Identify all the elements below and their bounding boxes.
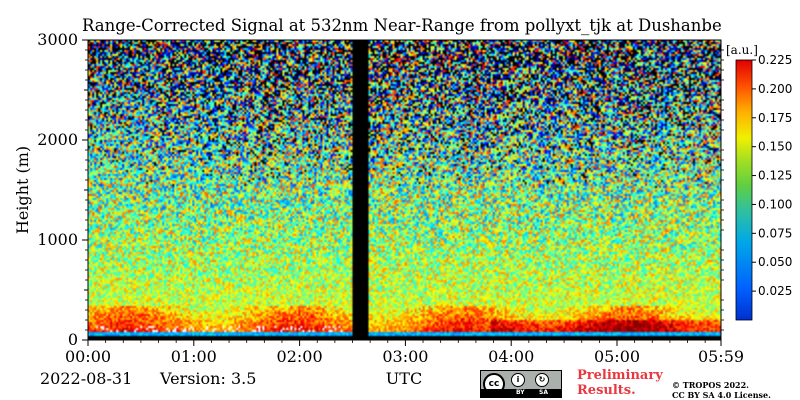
colorbar: [a.u.] 0.025 0.050 0.075 0.100 0.125 0.150 0.1… [726,43,792,321]
chart-title: Range-Corrected Signal at 532nm Near-Ran… [82,16,722,35]
preliminary-line1: Preliminary [577,368,663,383]
colorbar-tick-label: 0.100 [758,197,792,211]
copyright-note: © TROPOS 2022. CC BY SA 4.0 License. [672,380,771,400]
preliminary-note: Preliminary Results. [577,368,663,398]
footer-date: 2022-08-31 [40,369,133,388]
by-person-icon: i [511,373,525,387]
colorbar-gradient [735,59,753,321]
x-axis: 00:00 01:00 02:00 03:00 04:00 05:00 05:59 [65,340,744,366]
colorbar-tick-label: 0.075 [758,226,792,240]
y-tick-label: 2000 [37,130,78,149]
colorbar-tick-label: 0.025 [758,284,792,298]
y-tick-label: 1000 [37,230,78,249]
x-tick-label: 04:00 [488,347,534,366]
colorbar-tick-label: 0.150 [758,140,792,154]
badge-sa-label: SA [539,389,548,396]
colorbar-tick-label: 0.050 [758,255,792,269]
x-tick-label: 05:00 [594,347,640,366]
colorbar-tick-label: 0.175 [758,111,792,125]
badge-by-label: BY [516,389,525,396]
colorbar-tick-label: 0.225 [758,53,792,67]
sa-share-icon: ↻ [535,373,549,387]
footer-version: Version: 3.5 [160,369,257,388]
y-tick-label: 0 [68,330,78,349]
x-axis-label: UTC [386,369,422,388]
copyright-line2: CC BY SA 4.0 License. [672,390,771,400]
heatmap-image [88,40,721,340]
colorbar-label: [a.u.] [726,43,758,57]
x-tick-label: 00:00 [65,347,111,366]
x-tick-label: 03:00 [382,347,428,366]
copyright-line1: © TROPOS 2022. [672,380,749,390]
x-tick-label: 05:59 [698,347,744,366]
y-tick-label: 3000 [37,30,78,49]
x-tick-label: 02:00 [277,347,323,366]
y-axis: 0 1000 2000 3000 [37,30,724,349]
badge-bar [481,389,561,397]
preliminary-line2: Results. [577,383,636,398]
y-axis-label: Height (m) [13,146,32,234]
colorbar-tick-label: 0.200 [758,82,792,96]
plot-area [87,39,722,341]
x-tick-label: 01:00 [171,347,217,366]
cc-by-sa-icon: cc i ↻ BY SA [480,370,562,398]
colorbar-tick-label: 0.125 [758,169,792,183]
